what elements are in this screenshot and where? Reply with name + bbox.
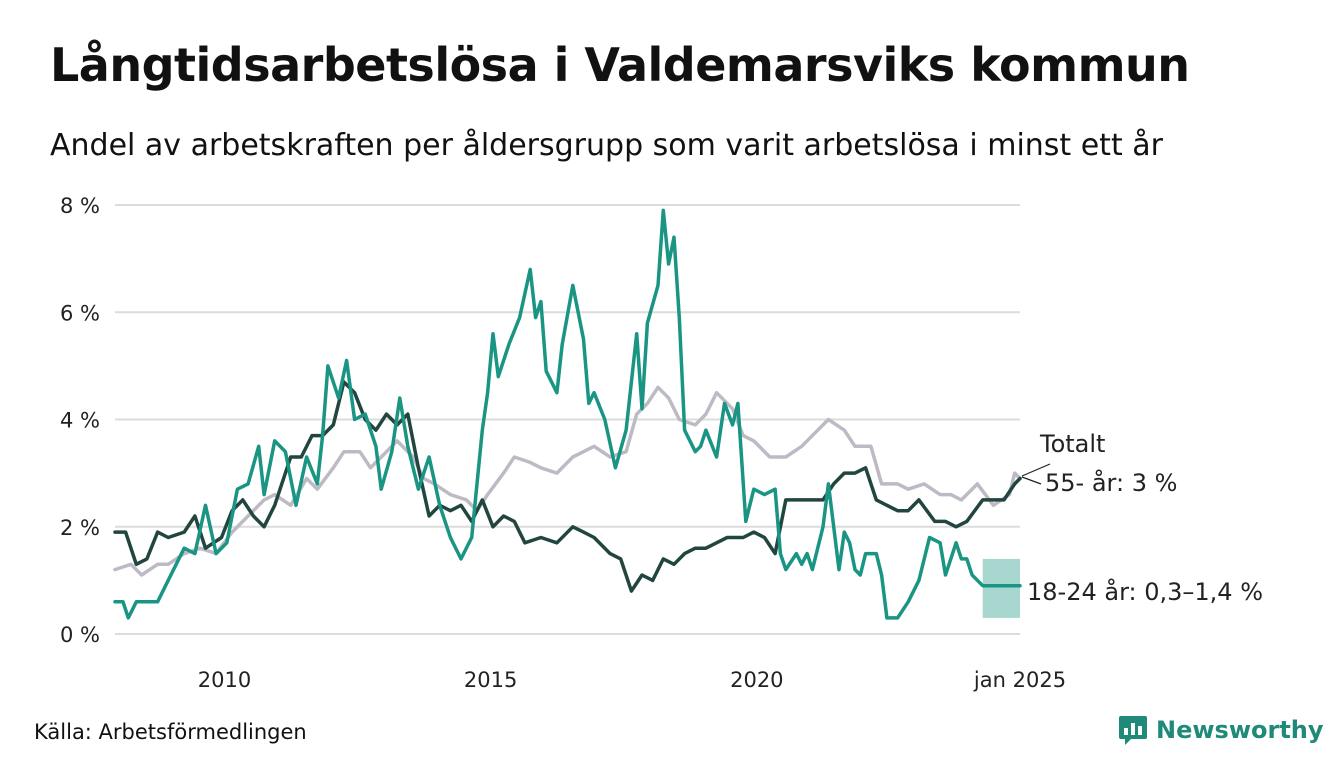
annotation-leader-line <box>1021 476 1042 485</box>
series-line-55-r <box>113 380 1022 593</box>
brand-name: Newsworthy <box>1156 716 1324 744</box>
x-tick-label: 2015 <box>464 668 517 692</box>
x-tick-label: 2010 <box>198 668 251 692</box>
series-label-18-24-r: 18-24 år: 0,3–1,4 % <box>1027 577 1263 606</box>
series-label-55-r: 55- år: 3 % <box>1045 468 1177 497</box>
y-tick-label: 2 % <box>60 516 100 540</box>
y-tick-label: 0 % <box>60 623 100 647</box>
y-tick-label: 8 % <box>60 194 100 218</box>
series-label-totalt: Totalt <box>1039 430 1105 458</box>
chart-subtitle: Andel av arbetskraften per åldersgrupp s… <box>50 128 1163 163</box>
series-line-18-24-r <box>113 208 1022 620</box>
annotation-leader-line <box>1021 463 1051 477</box>
y-tick-label: 4 % <box>60 409 100 433</box>
chart-title: Långtidsarbetslösa i Valdemarsviks kommu… <box>50 38 1190 92</box>
source-note: Källa: Arbetsförmedlingen <box>34 720 307 744</box>
x-tick-label: jan 2025 <box>973 668 1066 692</box>
interval-band-18-24-r <box>982 558 1020 618</box>
brand-logo: Newsworthy <box>1118 714 1324 746</box>
y-tick-label: 6 % <box>60 301 100 325</box>
series-line-totalt <box>113 385 1022 577</box>
newsworthy-logo-icon <box>1119 716 1147 745</box>
x-tick-label: 2020 <box>730 668 783 692</box>
